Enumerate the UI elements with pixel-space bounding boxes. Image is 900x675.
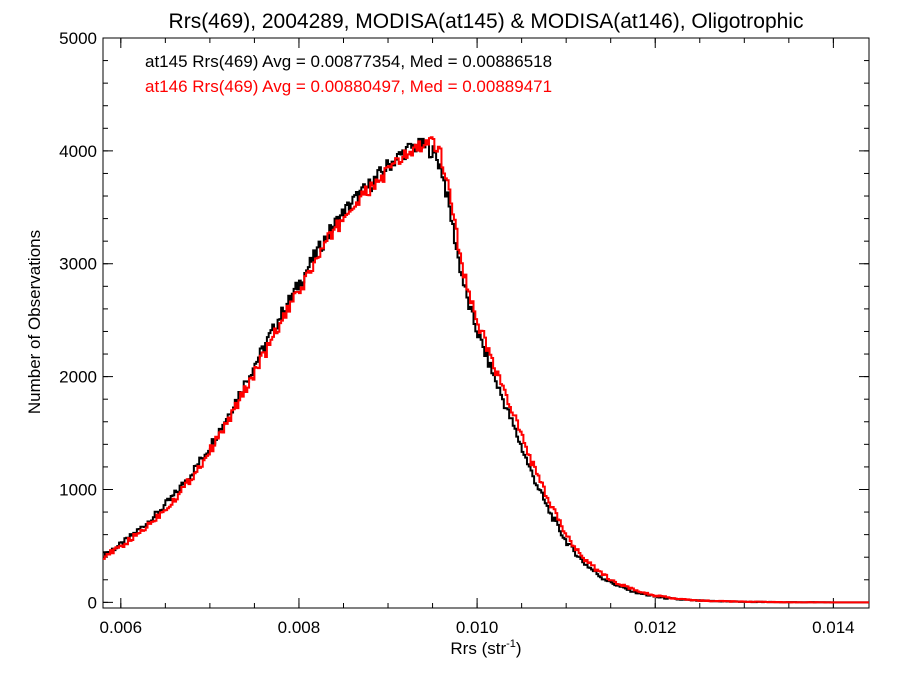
y-axis-label: Number of Observations	[25, 230, 44, 414]
x-axis-label-main: Rrs (str	[450, 639, 506, 658]
x-tick-label: 0.010	[456, 618, 499, 637]
x-tick-label: 0.014	[812, 618, 855, 637]
series-layer	[103, 136, 869, 604]
x-axis: 0.006 0.008 0.010 0.012 0.014	[100, 38, 855, 637]
y-tick-label: 1000	[59, 480, 97, 499]
y-tick-label: 5000	[59, 29, 97, 48]
x-axis-label: Rrs (str-1)	[450, 638, 521, 658]
y-tick-label: 3000	[59, 255, 97, 274]
chart-title: Rrs(469), 2004289, MODISA(at145) & MODIS…	[169, 10, 804, 33]
series-at145-line	[103, 137, 869, 604]
annotation-at145: at145 Rrs(469) Avg = 0.00877354, Med = 0…	[145, 52, 552, 71]
plot-frame	[102, 37, 870, 609]
series-at146-line	[103, 136, 869, 604]
y-tick-label: 4000	[59, 142, 97, 161]
x-tick-label: 0.008	[278, 618, 321, 637]
x-axis-label-tail: )	[516, 639, 522, 658]
annotation-at146: at146 Rrs(469) Avg = 0.00880497, Med = 0…	[145, 77, 552, 96]
y-axis: 0 1000 2000 3000 4000 5000	[59, 29, 869, 612]
x-tick-label: 0.012	[634, 618, 677, 637]
x-axis-label-sup: -1	[506, 638, 516, 650]
x-tick-label: 0.006	[100, 618, 143, 637]
y-tick-label: 0	[88, 593, 97, 612]
y-tick-label: 2000	[59, 368, 97, 387]
